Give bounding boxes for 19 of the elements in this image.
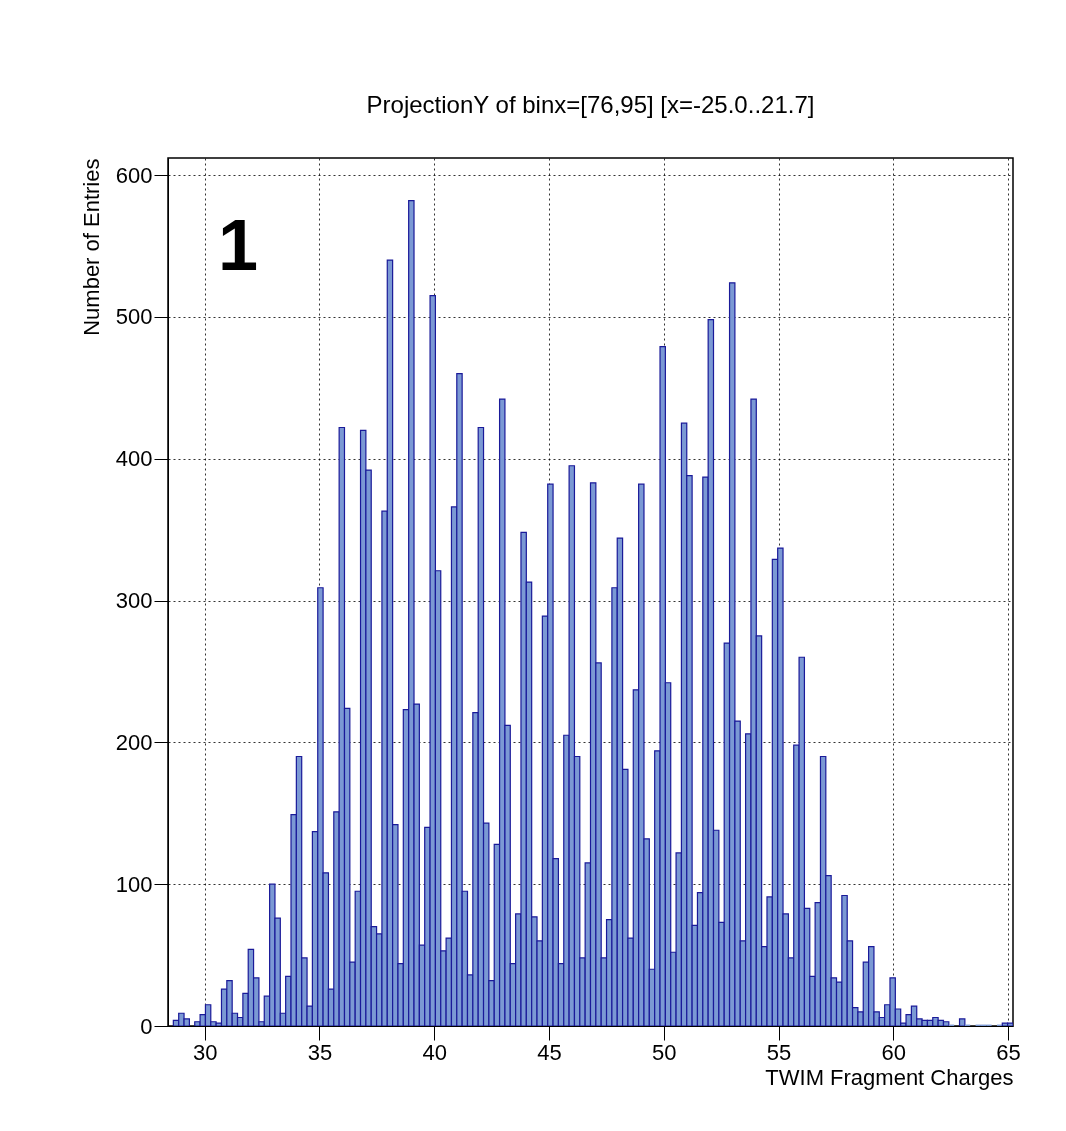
x-tick-label: 45: [537, 1039, 562, 1065]
x-axis-title: TWIM Fragment Charges: [765, 1064, 1014, 1090]
x-tick-label: 65: [996, 1039, 1021, 1065]
x-tick-label: 40: [422, 1039, 447, 1065]
x-tick-label: 35: [307, 1039, 333, 1065]
x-tick-label: 55: [766, 1039, 792, 1065]
y-tick-label: 200: [115, 729, 153, 755]
x-tick-label: 60: [881, 1039, 907, 1065]
annotation: 1: [218, 205, 259, 285]
y-axis-title: Number of Entries: [78, 158, 104, 336]
y-tick-label: 600: [115, 162, 153, 188]
x-tick-label: 50: [652, 1039, 677, 1065]
y-tick-label: 400: [115, 446, 153, 472]
y-tick-label: 0: [140, 1013, 153, 1039]
x-tick-label: 30: [192, 1039, 218, 1065]
chart-title: ProjectionY of binx=[76,95] [x=-25.0..21.7]: [366, 91, 815, 118]
y-tick-label: 500: [115, 304, 153, 330]
y-tick-label: 100: [115, 871, 153, 897]
y-tick-label: 300: [115, 588, 153, 614]
